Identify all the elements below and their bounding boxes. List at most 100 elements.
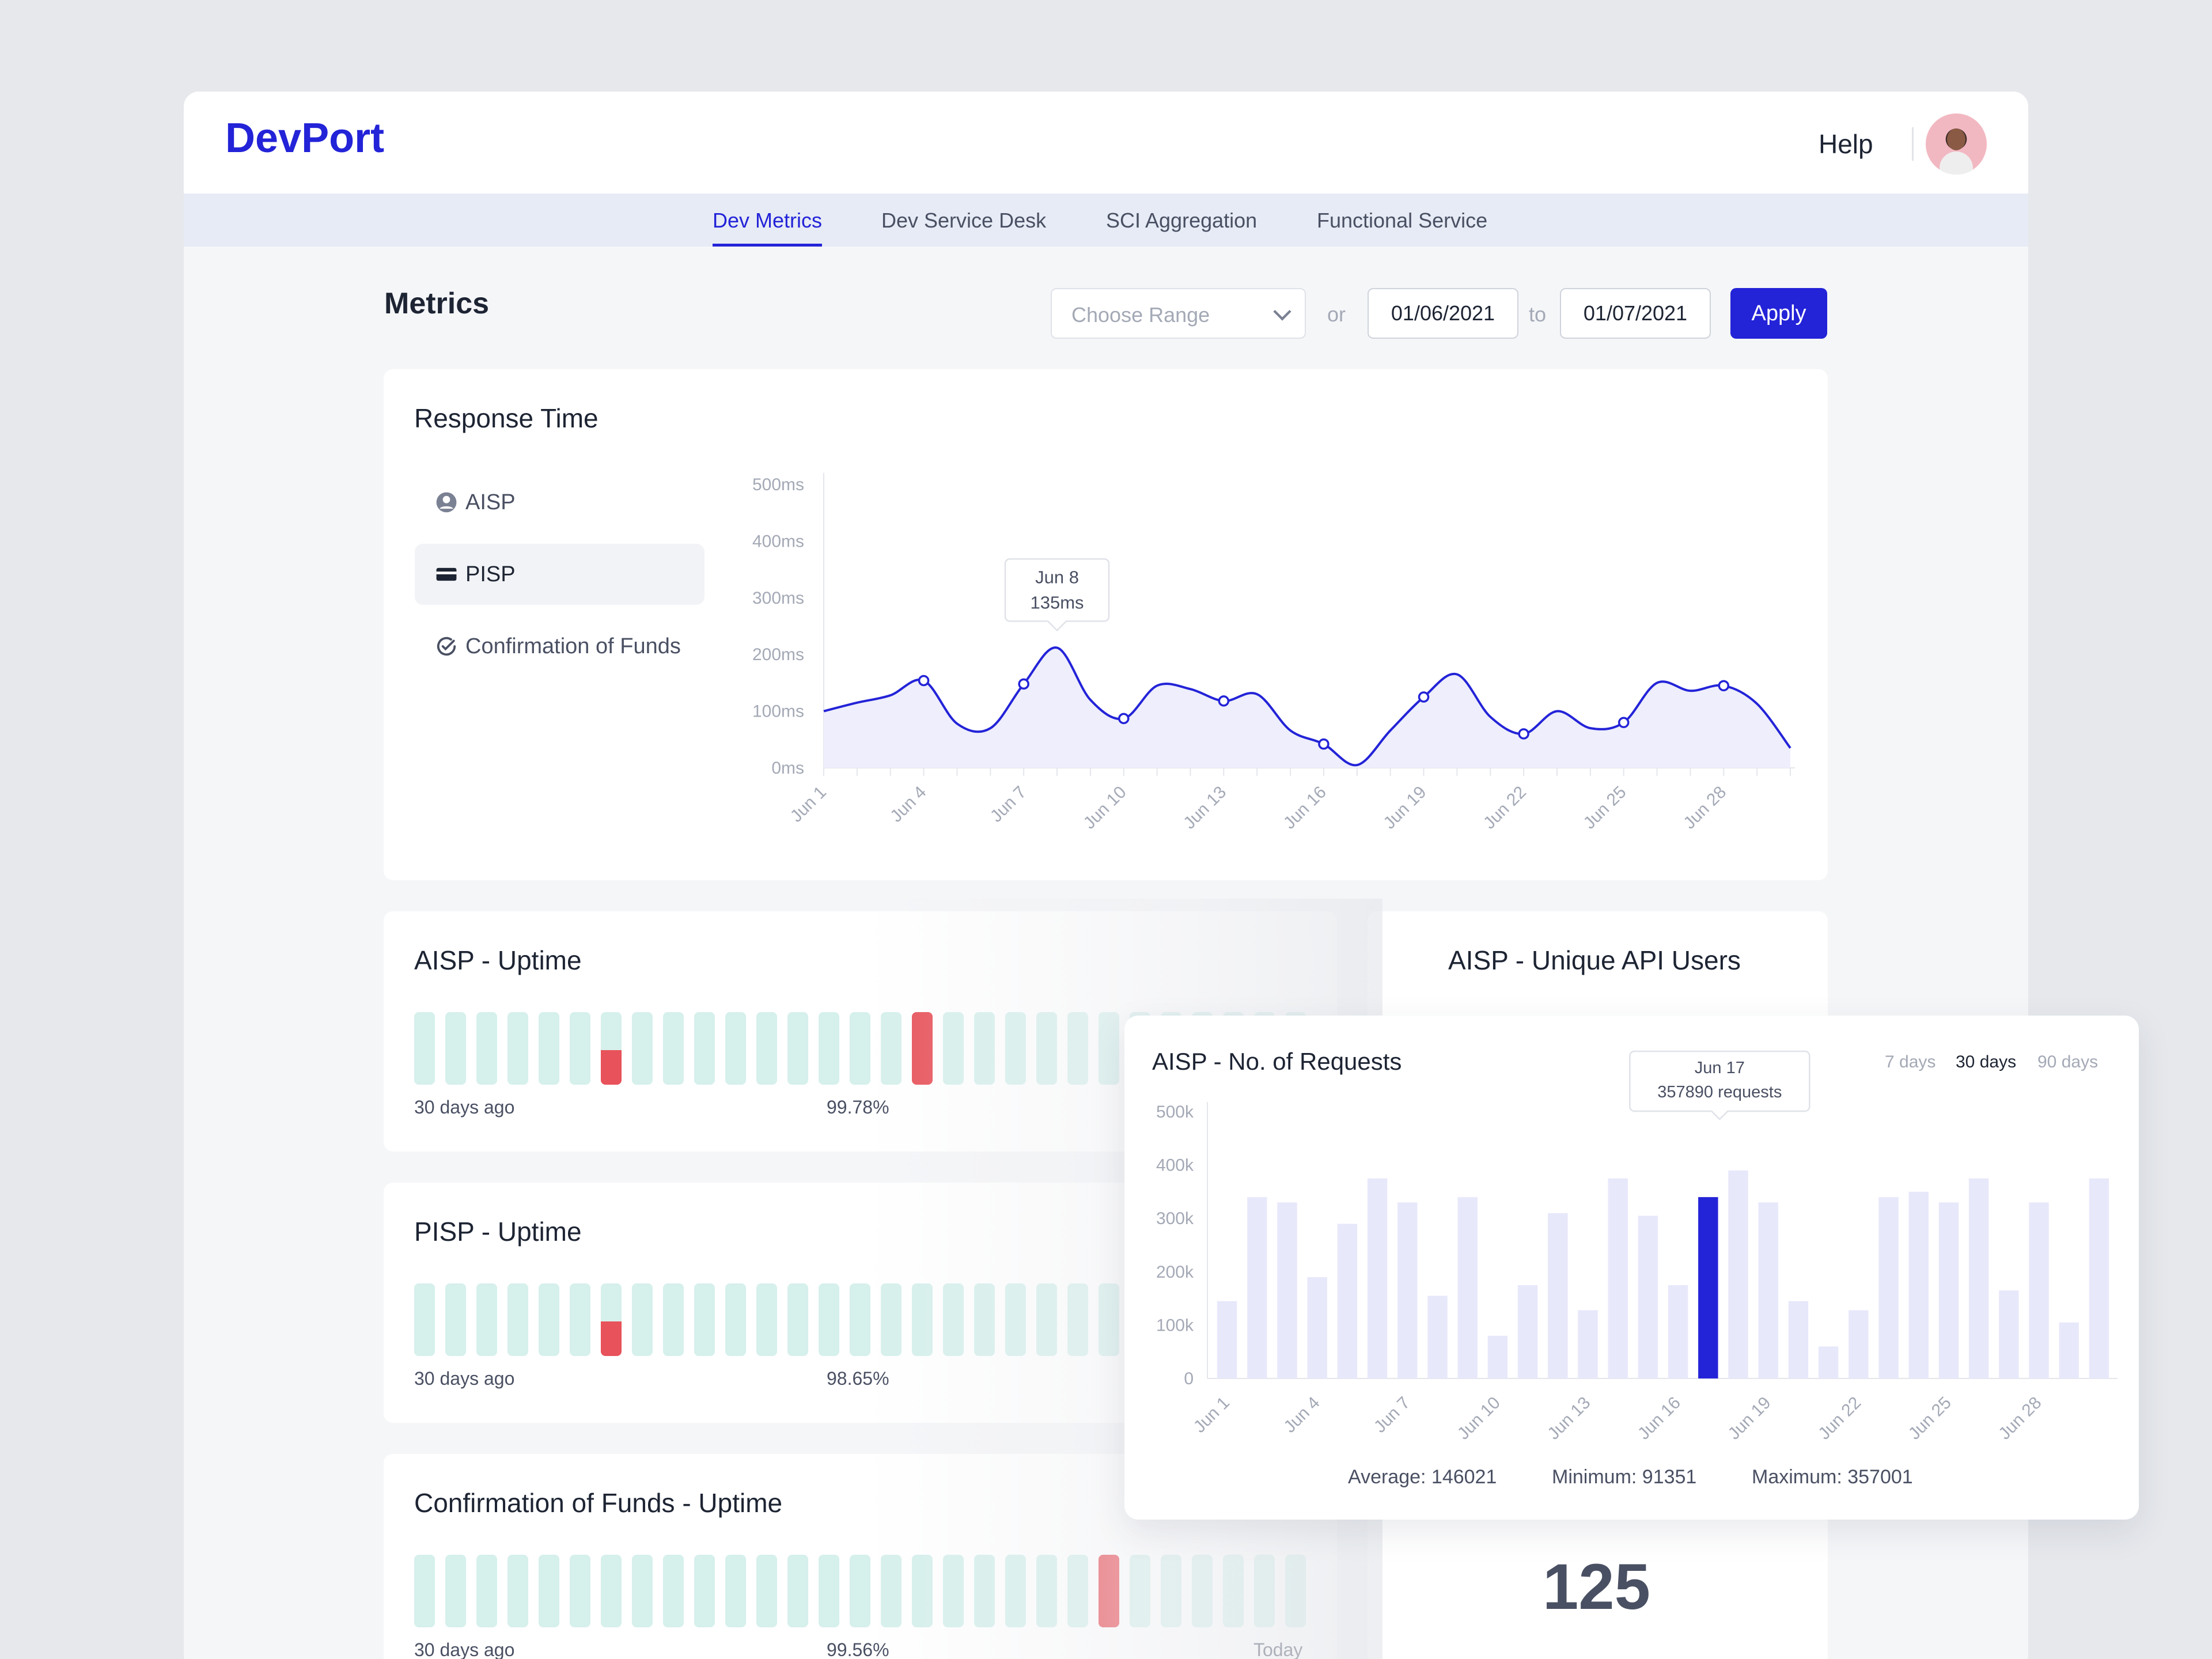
uptime-day-bar[interactable]: [539, 1283, 559, 1356]
range-30-days[interactable]: 30 days: [1956, 1052, 2017, 1071]
uptime-day-bar[interactable]: [445, 1555, 466, 1627]
uptime-day-bar[interactable]: [570, 1283, 590, 1356]
uptime-day-bar[interactable]: [943, 1012, 964, 1085]
uptime-day-bar[interactable]: [974, 1283, 995, 1356]
uptime-day-bar[interactable]: [756, 1555, 777, 1627]
uptime-day-bar[interactable]: [663, 1283, 684, 1356]
uptime-day-bar[interactable]: [912, 1283, 933, 1356]
uptime-day-bar[interactable]: [601, 1012, 622, 1085]
uptime-day-bar[interactable]: [850, 1012, 870, 1085]
uptime-day-bar[interactable]: [1161, 1555, 1181, 1627]
uptime-day-bar[interactable]: [1192, 1555, 1213, 1627]
uptime-day-bar[interactable]: [912, 1555, 933, 1627]
range-select[interactable]: Choose Range: [1051, 288, 1306, 339]
uptime-day-bar[interactable]: [1036, 1283, 1057, 1356]
uptime-day-bar[interactable]: [1067, 1012, 1088, 1085]
uptime-day-bar[interactable]: [819, 1012, 839, 1085]
user-circle-icon: [436, 492, 457, 513]
api-option-pisp[interactable]: PISP: [415, 544, 704, 605]
uptime-day-bar[interactable]: [756, 1012, 777, 1085]
uptime-day-bar[interactable]: [414, 1555, 435, 1627]
tab-dev-metrics[interactable]: Dev Metrics: [713, 209, 823, 247]
requests-minimum: Minimum: 91351: [1552, 1466, 1697, 1488]
uptime-day-bar[interactable]: [663, 1555, 684, 1627]
tab-dev-service-desk[interactable]: Dev Service Desk: [881, 209, 1047, 232]
uptime-day-bar[interactable]: [1036, 1555, 1057, 1627]
uptime-day-bar[interactable]: [476, 1555, 497, 1627]
chart-tooltip: Jun 17 357890 requests: [1629, 1050, 1810, 1120]
uptime-day-bar[interactable]: [1254, 1555, 1275, 1627]
uptime-day-bar[interactable]: [663, 1012, 684, 1085]
requests-bar: [1277, 1202, 1297, 1378]
uptime-day-bar[interactable]: [476, 1012, 497, 1085]
uptime-day-bar[interactable]: [507, 1555, 528, 1627]
uptime-day-bar[interactable]: [881, 1012, 902, 1085]
uptime-day-bar[interactable]: [850, 1555, 870, 1627]
uptime-day-bar[interactable]: [1285, 1555, 1306, 1627]
main-nav: Dev Metrics Dev Service Desk SCI Aggrega…: [184, 194, 2028, 247]
uptime-day-bar[interactable]: [1005, 1283, 1026, 1356]
uptime-day-bar[interactable]: [1223, 1555, 1244, 1627]
uptime-day-bar[interactable]: [725, 1555, 746, 1627]
uptime-day-bar[interactable]: [1005, 1555, 1026, 1627]
uptime-day-bar[interactable]: [974, 1555, 995, 1627]
uptime-day-bar[interactable]: [694, 1283, 715, 1356]
uptime-day-bar[interactable]: [632, 1555, 653, 1627]
x-tick-label: Jun 22: [1815, 1393, 1865, 1444]
tab-sci-aggregation[interactable]: SCI Aggregation: [1106, 209, 1257, 232]
uptime-day-bar[interactable]: [787, 1555, 808, 1627]
uptime-day-bar[interactable]: [632, 1283, 653, 1356]
uptime-day-bar[interactable]: [850, 1283, 870, 1356]
uptime-day-bar[interactable]: [1130, 1555, 1150, 1627]
uptime-day-bar[interactable]: [414, 1012, 435, 1085]
apply-button[interactable]: Apply: [1730, 288, 1827, 339]
api-option-aisp[interactable]: AISP: [415, 472, 704, 533]
uptime-day-bar[interactable]: [819, 1283, 839, 1356]
uptime-day-bar[interactable]: [943, 1555, 964, 1627]
uptime-day-bar[interactable]: [725, 1283, 746, 1356]
aisp-uptime-title: AISP - Uptime: [414, 945, 582, 975]
x-tick-label: Jun 16: [1634, 1393, 1684, 1444]
uptime-day-bar[interactable]: [725, 1012, 746, 1085]
uptime-day-bar[interactable]: [1036, 1012, 1057, 1085]
uptime-day-bar[interactable]: [476, 1283, 497, 1356]
uptime-day-bar[interactable]: [787, 1283, 808, 1356]
avatar[interactable]: [1926, 113, 1987, 175]
uptime-day-bar[interactable]: [632, 1012, 653, 1085]
uptime-day-bar[interactable]: [756, 1283, 777, 1356]
uptime-day-bar[interactable]: [1005, 1012, 1026, 1085]
uptime-day-bar[interactable]: [974, 1012, 995, 1085]
uptime-day-bar[interactable]: [1099, 1012, 1119, 1085]
uptime-day-bar[interactable]: [507, 1283, 528, 1356]
date-to-input[interactable]: 01/07/2021: [1560, 288, 1711, 339]
uptime-day-bar[interactable]: [414, 1283, 435, 1356]
uptime-day-bar[interactable]: [539, 1012, 559, 1085]
range-7-days[interactable]: 7 days: [1885, 1052, 1936, 1071]
uptime-day-bar[interactable]: [601, 1283, 622, 1356]
api-option-confirmation-of-funds[interactable]: Confirmation of Funds: [415, 616, 704, 677]
uptime-day-bar[interactable]: [507, 1012, 528, 1085]
date-from-input[interactable]: 01/06/2021: [1368, 288, 1518, 339]
help-link[interactable]: Help: [1819, 129, 1873, 159]
uptime-day-bar[interactable]: [1067, 1283, 1088, 1356]
range-90-days[interactable]: 90 days: [2037, 1052, 2099, 1071]
uptime-day-bar[interactable]: [881, 1555, 902, 1627]
uptime-day-bar[interactable]: [943, 1283, 964, 1356]
uptime-day-bar[interactable]: [819, 1555, 839, 1627]
uptime-day-bar[interactable]: [912, 1012, 933, 1085]
uptime-day-bar[interactable]: [601, 1555, 622, 1627]
uptime-day-bar[interactable]: [1067, 1555, 1088, 1627]
uptime-day-bar[interactable]: [694, 1555, 715, 1627]
uptime-day-bar[interactable]: [570, 1012, 590, 1085]
uptime-day-bar[interactable]: [787, 1012, 808, 1085]
uptime-day-bar[interactable]: [445, 1012, 466, 1085]
uptime-day-bar[interactable]: [570, 1555, 590, 1627]
logo[interactable]: DevPort: [225, 115, 385, 161]
uptime-day-bar[interactable]: [445, 1283, 466, 1356]
uptime-day-bar[interactable]: [1099, 1283, 1119, 1356]
uptime-day-bar[interactable]: [1099, 1555, 1119, 1627]
uptime-day-bar[interactable]: [539, 1555, 559, 1627]
tab-functional-service[interactable]: Functional Service: [1317, 209, 1488, 232]
uptime-day-bar[interactable]: [694, 1012, 715, 1085]
uptime-day-bar[interactable]: [881, 1283, 902, 1356]
